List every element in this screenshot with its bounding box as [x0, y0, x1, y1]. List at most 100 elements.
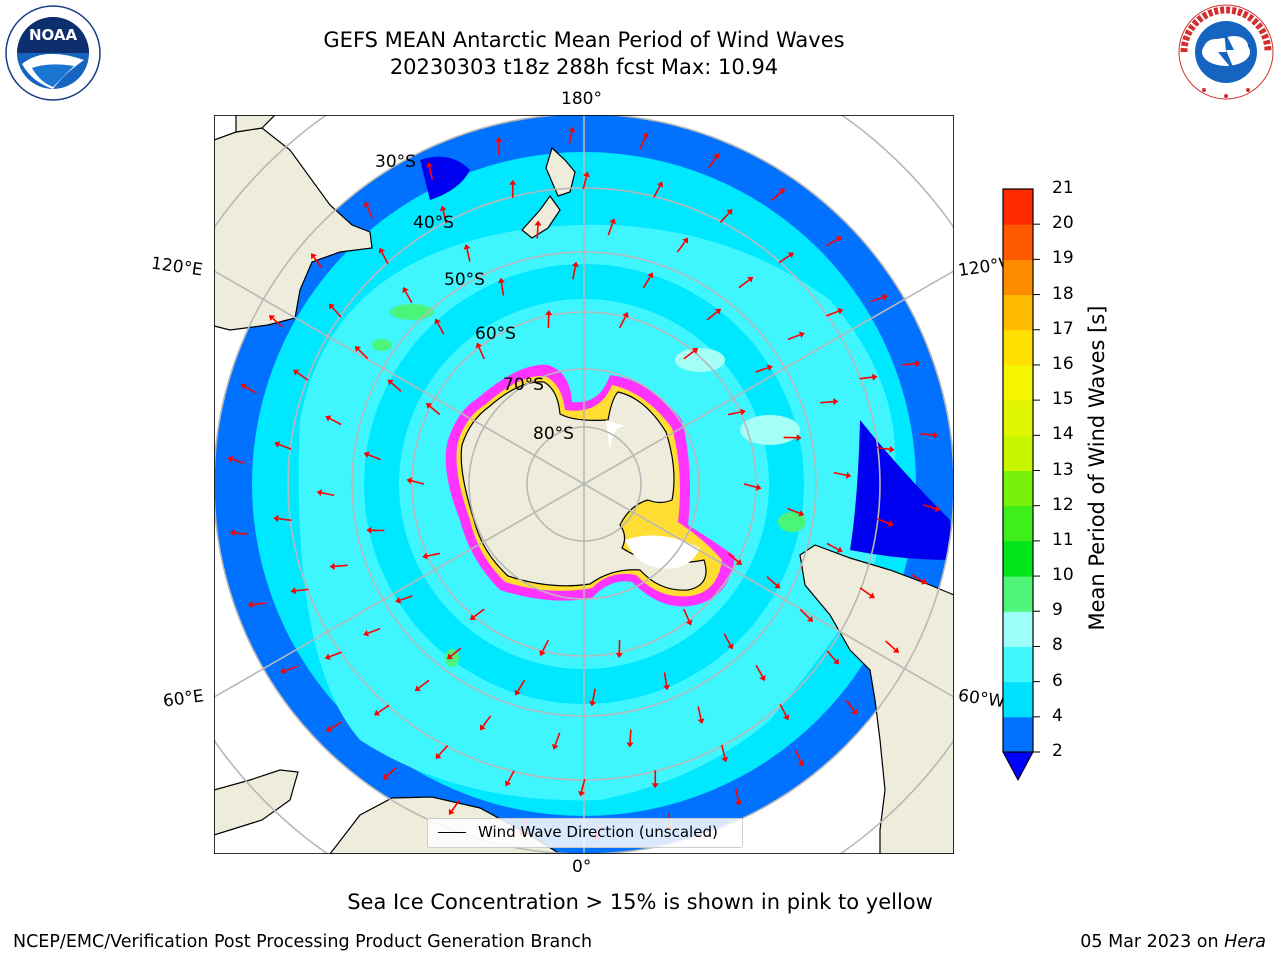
wave-arrow-shaft	[500, 282, 505, 296]
wave-arrow-shaft	[252, 602, 266, 606]
colorbar-tick-label: 19	[1052, 248, 1074, 269]
wave-arrow-shaft	[536, 225, 539, 239]
colorbar-segment	[1003, 716, 1033, 753]
wave-arrow-shaft	[272, 317, 283, 328]
wave-arrow-shaft	[313, 256, 323, 269]
wave-arrow-head	[656, 181, 664, 188]
wave-arrow-head	[622, 311, 629, 319]
wave-arrow-head	[578, 790, 585, 797]
colorbar-tick-label: 12	[1052, 494, 1074, 515]
wave-arrow-head	[475, 342, 483, 349]
wave-arrow-head	[374, 709, 381, 716]
wave-arrow-head	[882, 293, 888, 301]
wave-arrow-head	[227, 455, 234, 463]
lat-label-80s: 80°S	[533, 424, 574, 444]
run-date: 05 Mar 2023 on Hera	[1080, 932, 1266, 952]
wind-wave-arrows	[227, 126, 941, 842]
lat-label-50s: 50°S	[444, 270, 485, 290]
wave-arrow-head	[316, 489, 323, 497]
wave-arrow-head	[402, 287, 409, 294]
wave-arrow-head	[552, 743, 559, 750]
wave-arrow-shaft	[618, 316, 627, 329]
wave-arrow-shaft	[368, 454, 381, 461]
chart-subtitle: 20230303 t18z 288h fcst Max: 10.94	[389, 55, 779, 79]
legend-label: Wind Wave Direction (unscaled)	[478, 823, 718, 841]
wave-arrow-shaft	[738, 279, 750, 289]
wave-arrow-shaft	[845, 699, 855, 712]
wave-arrow-shaft	[642, 276, 651, 289]
wave-arrow-head	[448, 808, 455, 815]
wave-arrow-head	[571, 261, 579, 268]
wave-arrow-head	[609, 218, 616, 225]
wave-arrow-shaft	[334, 564, 348, 568]
map-legend: Wind Wave Direction (unscaled)	[427, 818, 743, 848]
wave-arrow-shaft	[859, 376, 873, 380]
wave-arrow-head	[293, 369, 300, 376]
colorbar-segment	[1003, 470, 1033, 507]
credit-text: NCEP/EMC/Verification Post Processing Pr…	[13, 932, 593, 952]
wave-arrow-head	[514, 689, 521, 696]
lon-label-60w: 60°W	[956, 685, 1007, 713]
wave-arrow-shaft	[554, 732, 561, 746]
wave-arrow-head	[921, 578, 928, 585]
wave-arrow-head	[685, 619, 693, 626]
lon-label-120e: 120°E	[149, 253, 204, 281]
wave-arrow-shaft	[779, 703, 787, 717]
wave-arrow-shaft	[438, 745, 449, 756]
wave-arrow-shaft	[820, 400, 834, 404]
wave-arrow-shaft	[663, 672, 668, 686]
colorbar-tick-label: 8	[1052, 635, 1063, 656]
colorbar-tick-label: 17	[1052, 318, 1074, 339]
wave-arrow-shaft	[683, 608, 690, 622]
wave-arrow-shaft	[826, 238, 839, 247]
wave-arrow-shaft	[911, 574, 924, 583]
wave-arrow-shaft	[418, 679, 430, 689]
nws-logo	[1178, 4, 1274, 100]
lat-label-40s: 40°S	[413, 213, 454, 233]
wave-arrow-head	[872, 373, 878, 381]
wave-arrow-head	[589, 700, 597, 707]
wave-arrow-shaft	[296, 371, 309, 381]
wave-arrow-shaft	[507, 770, 515, 783]
wave-arrow-shaft	[377, 704, 390, 714]
wave-arrow-head	[774, 582, 781, 589]
wave-arrow-head	[735, 800, 742, 806]
wave-arrow-head	[366, 526, 372, 534]
wave-arrow-head	[498, 277, 505, 284]
wave-arrow-shaft	[234, 532, 248, 536]
wave-arrow-head	[727, 643, 734, 650]
wave-arrow-head	[446, 653, 454, 660]
wave-arrow-shaft	[706, 311, 718, 321]
wave-arrow-head	[845, 471, 852, 479]
wave-arrow-head	[509, 179, 517, 185]
wave-arrow-shaft	[331, 306, 342, 318]
wave-arrow-head	[807, 616, 814, 623]
wave-arrow-shaft	[920, 432, 934, 436]
wave-arrow-head	[439, 205, 447, 212]
legend-line-swatch	[438, 832, 466, 833]
wave-arrow-head	[273, 515, 279, 523]
wave-arrow-head	[311, 253, 317, 260]
colorbar-tick-label: 20	[1052, 213, 1074, 234]
colorbar-segment	[1003, 294, 1033, 331]
wave-arrow-shaft	[676, 241, 686, 253]
wave-arrow-shaft	[719, 212, 730, 223]
wave-arrow-head	[378, 247, 385, 254]
wave-arrow-head	[837, 307, 844, 315]
wave-arrow-shaft	[833, 471, 847, 477]
wave-arrow-shaft	[466, 248, 471, 262]
lon-label-60e: 60°E	[161, 686, 206, 712]
noaa-logo-text: NOAA	[29, 26, 78, 44]
wave-arrow-head	[325, 725, 333, 732]
wave-arrow-shaft	[429, 405, 441, 416]
colorbar-tick-label: 10	[1052, 565, 1074, 586]
lat-label-70s: 70°S	[503, 375, 544, 395]
wave-arrow-shaft	[451, 799, 461, 812]
wave-arrow-head	[934, 505, 941, 513]
wave-arrow-head	[363, 201, 371, 208]
wave-arrow-head	[833, 658, 840, 665]
lat-label-60s: 60°S	[475, 324, 516, 344]
wave-arrow-head	[324, 653, 331, 661]
wave-arrow-head	[568, 126, 576, 133]
colorbar-tick-label: 18	[1052, 283, 1074, 304]
